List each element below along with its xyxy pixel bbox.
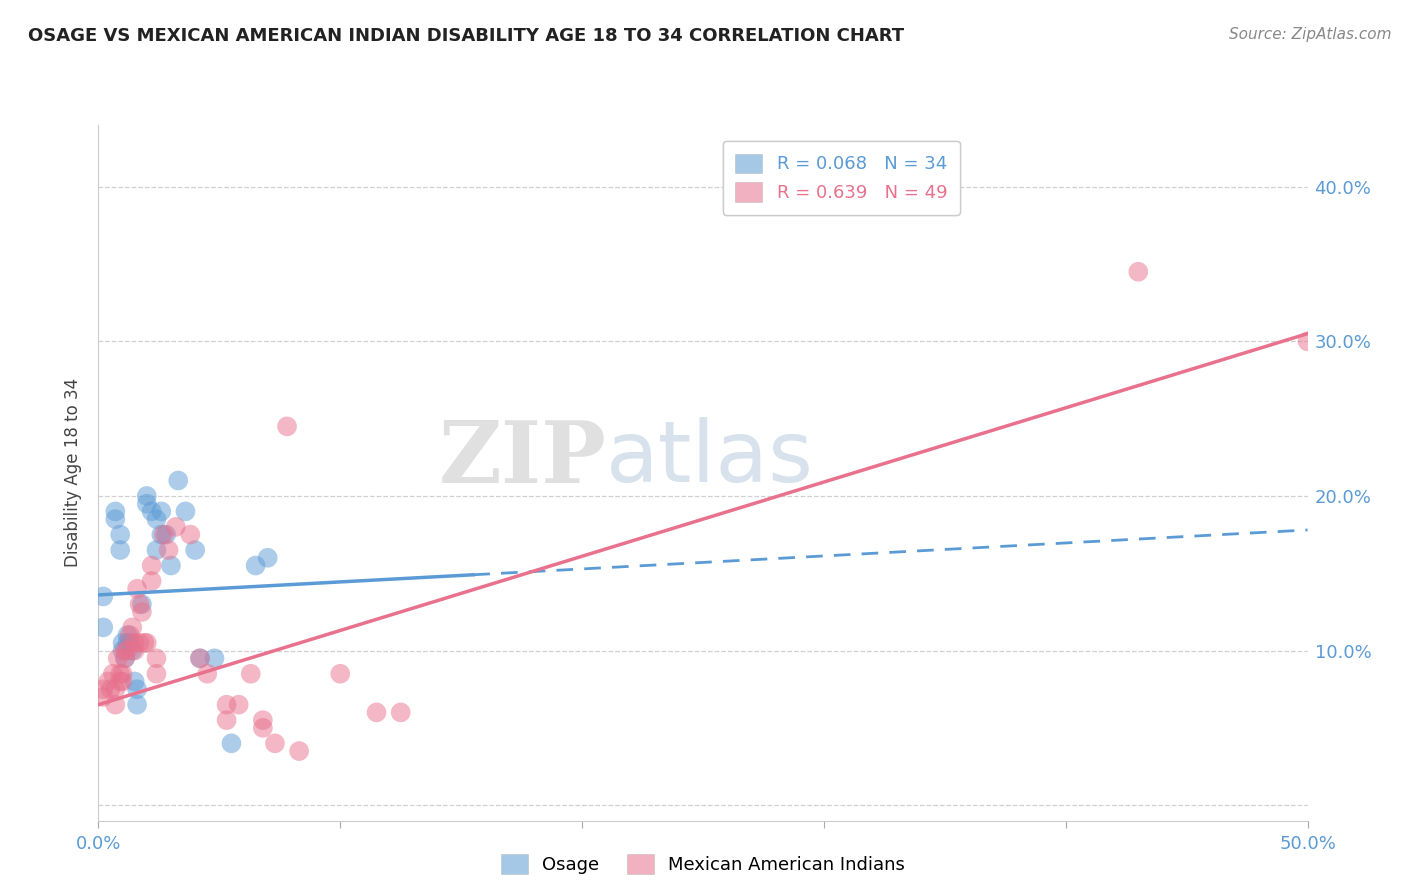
Point [152, 527, 174, 541]
Point [204, 651, 226, 665]
Point [91, 682, 114, 697]
Point [91, 620, 114, 634]
Point [117, 636, 139, 650]
Point [104, 682, 127, 697]
Point [117, 628, 139, 642]
Point [108, 674, 131, 689]
Point [108, 543, 131, 558]
Point [108, 666, 131, 681]
Point [256, 550, 278, 565]
Point [366, 706, 388, 720]
Point [1128, 265, 1150, 279]
Point [221, 736, 243, 750]
Point [135, 636, 157, 650]
Point [179, 527, 201, 541]
Point [184, 543, 207, 558]
Point [150, 527, 173, 541]
Point [276, 419, 298, 434]
Legend: Osage, Mexican American Indians: Osage, Mexican American Indians [492, 845, 914, 883]
Point [145, 651, 167, 665]
Point [135, 489, 157, 503]
Point [288, 744, 311, 758]
Point [134, 636, 156, 650]
Point [111, 636, 134, 650]
Point [245, 558, 267, 573]
Point [127, 682, 149, 697]
Point [167, 474, 190, 488]
Point [145, 543, 167, 558]
Point [141, 558, 163, 573]
Point [104, 512, 127, 526]
Point [141, 504, 163, 518]
Point [195, 666, 218, 681]
Point [145, 512, 167, 526]
Point [165, 520, 187, 534]
Point [135, 497, 157, 511]
Point [215, 713, 238, 727]
Text: ZIP: ZIP [439, 417, 606, 500]
Point [111, 643, 134, 657]
Legend: R = 0.068   N = 34, R = 0.639   N = 49: R = 0.068 N = 34, R = 0.639 N = 49 [723, 141, 960, 215]
Text: atlas: atlas [606, 417, 814, 500]
Point [155, 527, 177, 541]
Point [111, 674, 134, 689]
Point [124, 643, 146, 657]
Point [114, 651, 136, 665]
Point [117, 643, 139, 657]
Point [239, 666, 262, 681]
Point [97, 674, 120, 689]
Point [160, 558, 183, 573]
Point [131, 605, 153, 619]
Point [188, 651, 211, 665]
Text: OSAGE VS MEXICAN AMERICAN INDIAN DISABILITY AGE 18 TO 34 CORRELATION CHART: OSAGE VS MEXICAN AMERICAN INDIAN DISABIL… [28, 27, 904, 45]
Point [389, 706, 412, 720]
Point [127, 698, 149, 712]
Point [150, 504, 173, 518]
Point [121, 620, 143, 634]
Point [131, 597, 153, 611]
Point [114, 651, 136, 665]
Point [104, 698, 127, 712]
Point [108, 527, 131, 541]
Point [329, 666, 352, 681]
Point [91, 590, 114, 604]
Point [1296, 334, 1319, 349]
Point [252, 713, 274, 727]
Point [100, 682, 122, 697]
Point [128, 636, 150, 650]
Point [215, 698, 238, 712]
Point [124, 636, 146, 650]
Point [141, 574, 163, 588]
Point [121, 643, 143, 657]
Point [127, 582, 149, 596]
Text: Source: ZipAtlas.com: Source: ZipAtlas.com [1229, 27, 1392, 42]
Point [111, 666, 134, 681]
Point [101, 666, 124, 681]
Point [228, 698, 250, 712]
Point [145, 666, 167, 681]
Point [174, 504, 197, 518]
Point [118, 636, 141, 650]
Point [107, 651, 129, 665]
Point [157, 543, 180, 558]
Point [118, 628, 141, 642]
Point [264, 736, 287, 750]
Point [252, 721, 274, 735]
Point [104, 504, 127, 518]
Y-axis label: Disability Age 18 to 34: Disability Age 18 to 34 [65, 378, 83, 567]
Point [124, 674, 146, 689]
Point [188, 651, 211, 665]
Point [91, 690, 114, 704]
Point [128, 597, 150, 611]
Point [114, 643, 136, 657]
